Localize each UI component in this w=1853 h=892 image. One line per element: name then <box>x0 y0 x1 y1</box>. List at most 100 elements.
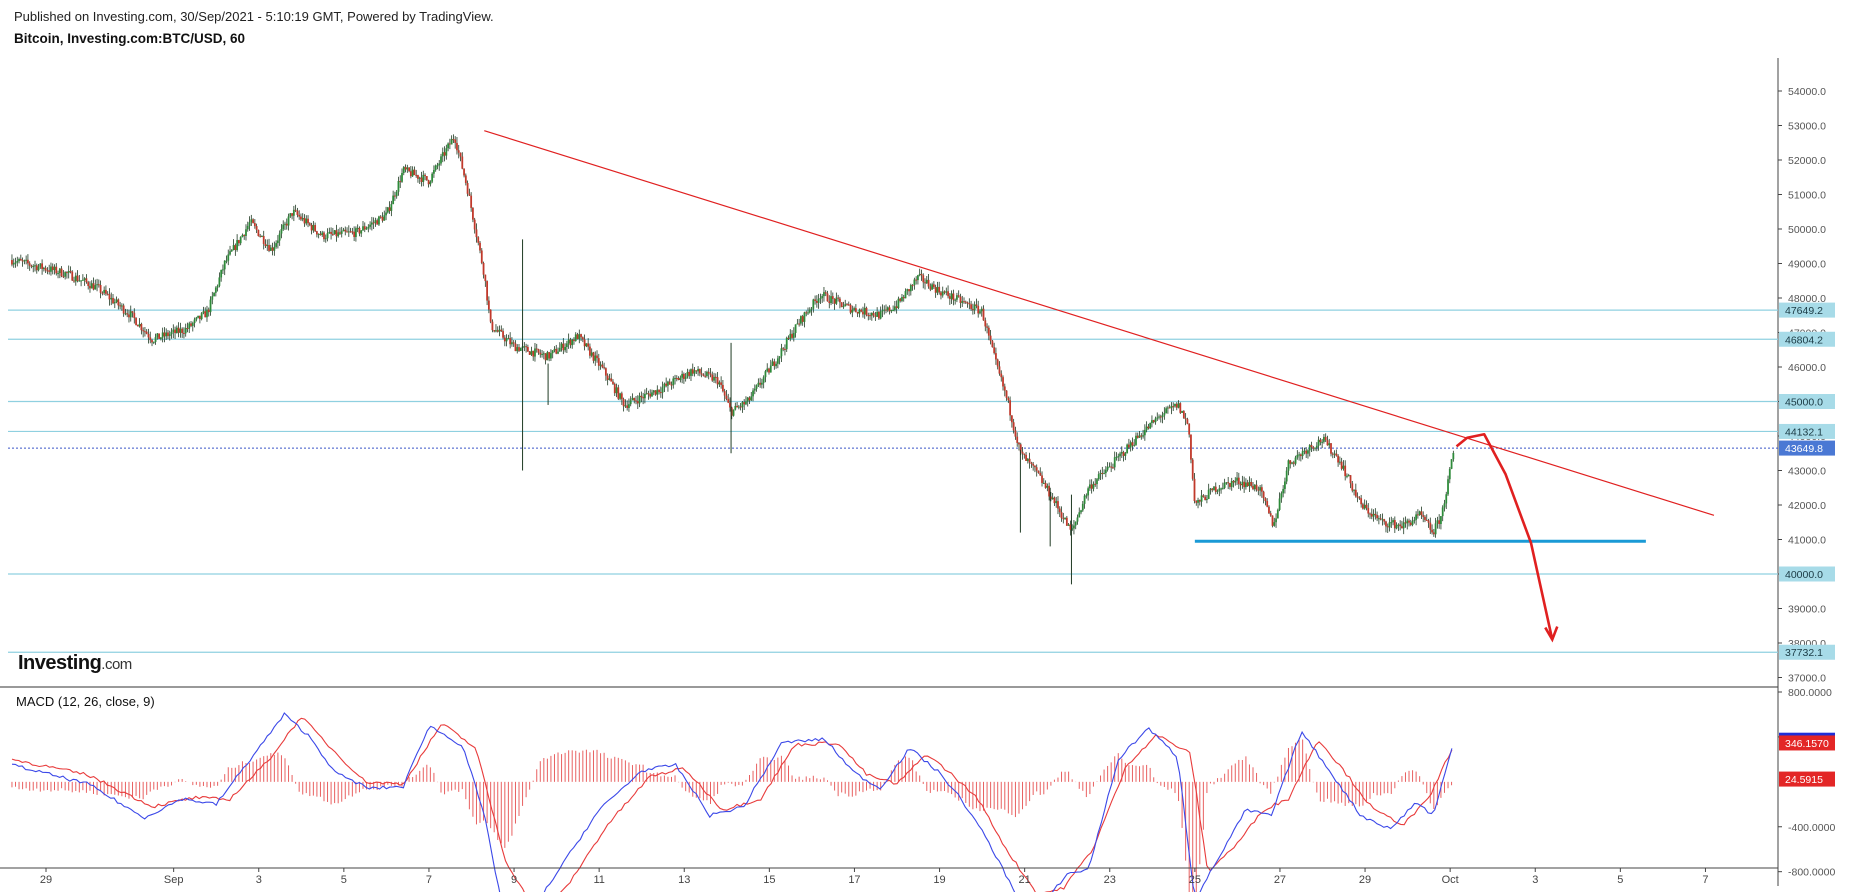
candle-body <box>957 295 960 297</box>
candle-body <box>236 240 239 251</box>
candle-body <box>1094 483 1097 485</box>
candle-body <box>133 312 136 318</box>
candle-body <box>170 332 173 335</box>
candle-body <box>246 226 249 230</box>
candle-body <box>404 167 407 170</box>
candle-body <box>220 269 223 278</box>
candle-body <box>1168 407 1171 409</box>
candle-body <box>122 305 125 314</box>
candle-body <box>631 397 634 401</box>
candle-body <box>1308 445 1311 451</box>
candle-body <box>544 353 547 361</box>
candle-body <box>200 313 203 320</box>
candle-body <box>1025 454 1027 461</box>
candle-body <box>172 329 175 333</box>
candle-body <box>291 213 293 216</box>
candle-body <box>1404 522 1407 524</box>
candle-body <box>1401 526 1403 529</box>
candle-body <box>48 270 51 272</box>
candle-body <box>307 218 309 224</box>
candle-body <box>628 404 630 408</box>
candle-body <box>874 315 877 317</box>
candle-body <box>158 333 161 340</box>
candle-body <box>266 245 269 247</box>
candle-body <box>1397 524 1400 526</box>
candle-body <box>769 365 772 373</box>
candle-body <box>271 247 274 251</box>
candle-body <box>1310 445 1313 448</box>
candle-body <box>417 175 419 179</box>
candle-body <box>74 275 77 282</box>
price-tag-label: 46804.2 <box>1785 334 1823 346</box>
candle-body <box>1388 522 1391 528</box>
candle-body <box>41 263 43 269</box>
candle-body <box>1432 532 1435 535</box>
candle-body <box>330 231 332 234</box>
candle-body <box>534 348 536 357</box>
candle-body <box>1330 443 1332 454</box>
candle-body <box>980 308 983 312</box>
candle-body <box>461 156 464 169</box>
price-tag-label: 47649.2 <box>1785 305 1823 317</box>
candle-body <box>140 323 143 331</box>
candle-body <box>1018 442 1020 445</box>
candle-body <box>828 301 831 304</box>
candle-body <box>1182 411 1185 419</box>
axes: 54000.0 53000.0 52000.0 51000.0 50000.0 49000… <box>0 86 1835 886</box>
candle-body <box>1039 472 1042 476</box>
candle-body <box>321 232 324 236</box>
candle-body <box>1280 493 1283 499</box>
candle-body <box>55 266 58 274</box>
candle-body <box>108 294 111 300</box>
candle-body <box>1326 440 1329 446</box>
candle-body <box>821 296 824 299</box>
candle-body <box>702 374 705 376</box>
candle-body <box>663 383 666 388</box>
candle-body <box>214 287 217 293</box>
candle-body <box>1101 472 1104 474</box>
candle-body <box>152 341 155 343</box>
candle-body <box>1057 501 1059 509</box>
candle-body <box>1005 390 1008 398</box>
candle-body <box>1037 470 1040 473</box>
candle-body <box>721 384 724 392</box>
candle-body <box>1218 488 1221 491</box>
candle-body <box>1227 482 1230 484</box>
candle-body <box>952 293 955 301</box>
y-tick-label: 42000.0 <box>1788 500 1826 512</box>
candle-body <box>530 350 533 355</box>
candle-body <box>331 233 334 235</box>
candle-body <box>679 377 682 381</box>
candle-body <box>516 347 519 352</box>
candle-body <box>149 337 152 341</box>
candle-body <box>335 230 338 237</box>
candle-body <box>1136 435 1139 438</box>
published-note: Published on Investing.com, 30/Sep/2021 … <box>14 9 494 24</box>
candle-body <box>487 300 490 310</box>
candle-body <box>425 176 428 181</box>
candle-body <box>1402 522 1405 529</box>
candle-body <box>1264 498 1267 502</box>
candle-body <box>761 382 763 385</box>
candle-body <box>496 330 499 332</box>
candle-body <box>73 280 75 282</box>
candle-body <box>1335 453 1338 456</box>
candle-body <box>1140 435 1143 437</box>
candle-body <box>90 283 93 289</box>
candle-body <box>1447 479 1449 495</box>
candle-body <box>145 331 148 334</box>
candle-body <box>691 369 694 374</box>
candle-body <box>1232 481 1235 483</box>
candle-body <box>1315 445 1318 448</box>
candle-body <box>706 371 708 377</box>
candle-body <box>1276 509 1279 519</box>
candle-body <box>924 282 926 284</box>
candle-body <box>925 279 928 284</box>
candle-body <box>551 350 554 354</box>
candle-body <box>830 296 832 304</box>
candle-body <box>1314 447 1316 449</box>
candle-body <box>1415 514 1418 520</box>
candle-body <box>1393 520 1396 529</box>
candle-body <box>30 265 33 267</box>
